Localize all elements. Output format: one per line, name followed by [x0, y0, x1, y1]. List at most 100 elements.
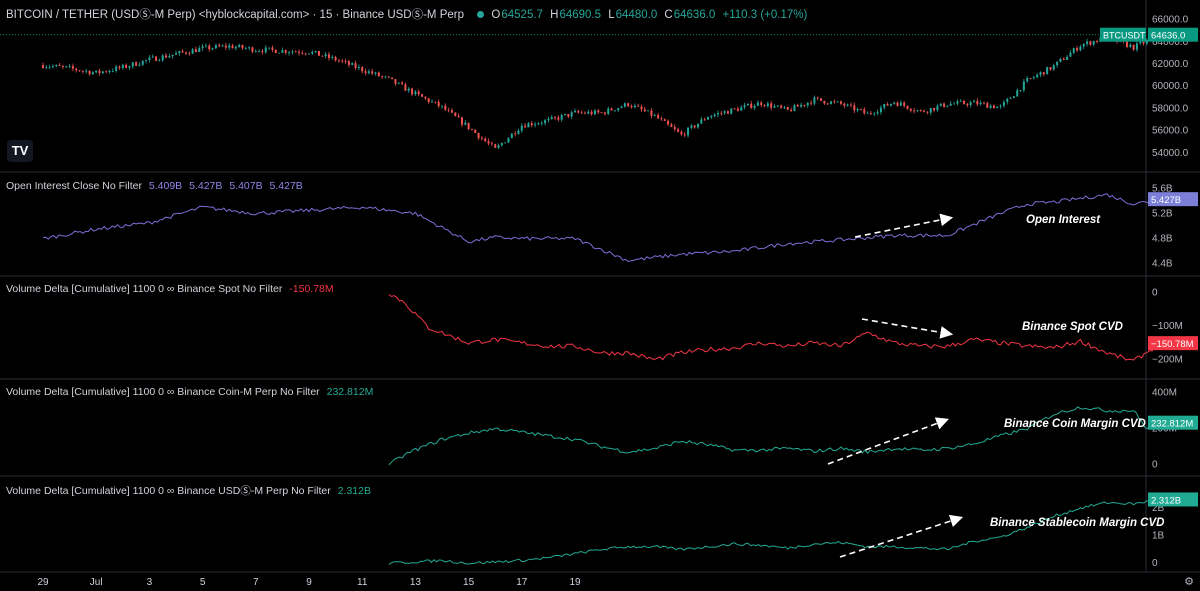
- candle-body: [411, 88, 414, 95]
- stable-cvd-legend[interactable]: Volume Delta [Cumulative] 1100 0 ∞ Binan…: [6, 483, 375, 498]
- candle-body: [966, 103, 969, 106]
- candle-body: [85, 70, 88, 72]
- candle-body: [464, 122, 467, 125]
- candle-body: [288, 52, 291, 54]
- symbol-tag: [1100, 27, 1146, 42]
- time-axis-label: 7: [253, 577, 259, 588]
- candle-body: [48, 66, 51, 68]
- candle-body: [560, 115, 563, 120]
- candle-body: [650, 110, 653, 116]
- candle-body: [896, 102, 899, 106]
- candle-body: [188, 53, 191, 55]
- candle-body: [933, 107, 936, 111]
- candle-body: [657, 114, 660, 119]
- time-axis-label: 15: [463, 577, 475, 588]
- candle-body: [95, 70, 98, 73]
- candle-body: [886, 104, 889, 106]
- time-axis-label: 3: [147, 577, 153, 588]
- candle-body: [494, 144, 497, 148]
- candle-body: [873, 113, 876, 115]
- candle-body: [710, 116, 713, 118]
- low-label: L: [608, 9, 615, 21]
- candle-body: [1039, 72, 1042, 75]
- candle-body: [843, 103, 846, 106]
- spot-cvd-legend[interactable]: Volume Delta [Cumulative] 1100 0 ∞ Binan…: [6, 283, 338, 295]
- candle-body: [687, 127, 690, 136]
- candle-body: [364, 71, 367, 74]
- candle-body: [893, 102, 896, 104]
- candle-body: [324, 54, 327, 57]
- open-value: 64525.7: [501, 9, 543, 21]
- market-status-icon: [477, 11, 485, 19]
- candle-body: [81, 71, 84, 72]
- pane-tick-label: 0: [1152, 460, 1158, 471]
- high-value: 64690.5: [559, 9, 602, 21]
- candle-body: [564, 113, 567, 116]
- open-label: O: [491, 9, 501, 21]
- candle-body: [973, 100, 975, 103]
- candle-body: [667, 120, 670, 125]
- candle-body: [1076, 48, 1079, 51]
- arrow-coin-cvd: [827, 417, 949, 465]
- candle-body: [716, 113, 719, 115]
- candle-body: [810, 102, 813, 104]
- pane-tick-label: −200M: [1152, 355, 1183, 366]
- candle-body: [574, 110, 576, 113]
- time-axis-label: 29: [37, 577, 49, 588]
- last-price-tag: [1148, 27, 1198, 42]
- candle-body: [208, 45, 211, 50]
- candle-body: [899, 102, 902, 106]
- candle-body: [158, 60, 161, 62]
- pane-tick-label: 5.2B: [1152, 208, 1173, 219]
- candle-body: [643, 109, 646, 112]
- candle-body: [311, 51, 314, 54]
- last-value-tag: [1148, 415, 1198, 430]
- candle-body: [344, 61, 347, 62]
- candle-body: [670, 124, 673, 127]
- candle-body: [663, 119, 666, 121]
- candle-body: [404, 84, 407, 91]
- coin-cvd-legend-label: Volume Delta [Cumulative] 1100 0 ∞ Binan…: [6, 386, 320, 398]
- candle-body: [849, 104, 852, 106]
- oi-legend-value-3: 5.407B: [229, 180, 263, 192]
- candle-body: [224, 45, 227, 48]
- candle-body: [567, 113, 570, 117]
- candle-body: [460, 117, 463, 125]
- candle-body: [610, 108, 613, 111]
- candle-body: [1145, 39, 1148, 44]
- candle-body: [1042, 72, 1045, 75]
- candle-body: [813, 97, 816, 104]
- candle-body: [301, 52, 304, 54]
- oi-legend-label: Open Interest Close No Filter: [6, 180, 142, 192]
- candle-body: [334, 56, 337, 61]
- candle-body: [291, 51, 294, 53]
- candle-body: [68, 66, 71, 67]
- symbol-title[interactable]: BITCOIN / TETHER (USDⓈ-M Perp) <hyblockc…: [6, 9, 464, 21]
- candle-body: [660, 118, 663, 120]
- candle-body: [431, 101, 434, 103]
- oi-legend[interactable]: Open Interest Close No Filter 5.409B 5.4…: [6, 180, 307, 192]
- candle-body: [1016, 90, 1019, 97]
- coin-cvd-legend[interactable]: Volume Delta [Cumulative] 1100 0 ∞ Binan…: [6, 386, 377, 398]
- candle-body: [444, 105, 447, 110]
- candle-body: [78, 70, 81, 72]
- candle-body: [437, 101, 440, 107]
- pane-tick-label: 5.6B: [1152, 183, 1173, 194]
- candle-body: [138, 64, 141, 66]
- candle-body: [165, 55, 168, 58]
- series-line: [388, 406, 1161, 466]
- gear-icon[interactable]: ⚙: [1184, 576, 1194, 588]
- candle-body: [926, 111, 929, 113]
- candle-body: [943, 103, 946, 107]
- price-tick-label: 62000.0: [1152, 59, 1189, 70]
- candle-body: [517, 130, 520, 134]
- price-tick-label: 54000.0: [1152, 148, 1189, 159]
- candle-body: [826, 103, 829, 105]
- candle-body: [627, 103, 630, 107]
- candle-body: [577, 110, 580, 113]
- candle-body: [381, 76, 384, 77]
- candle-body: [480, 138, 483, 139]
- candle-body: [251, 47, 254, 52]
- candle-body: [397, 82, 400, 84]
